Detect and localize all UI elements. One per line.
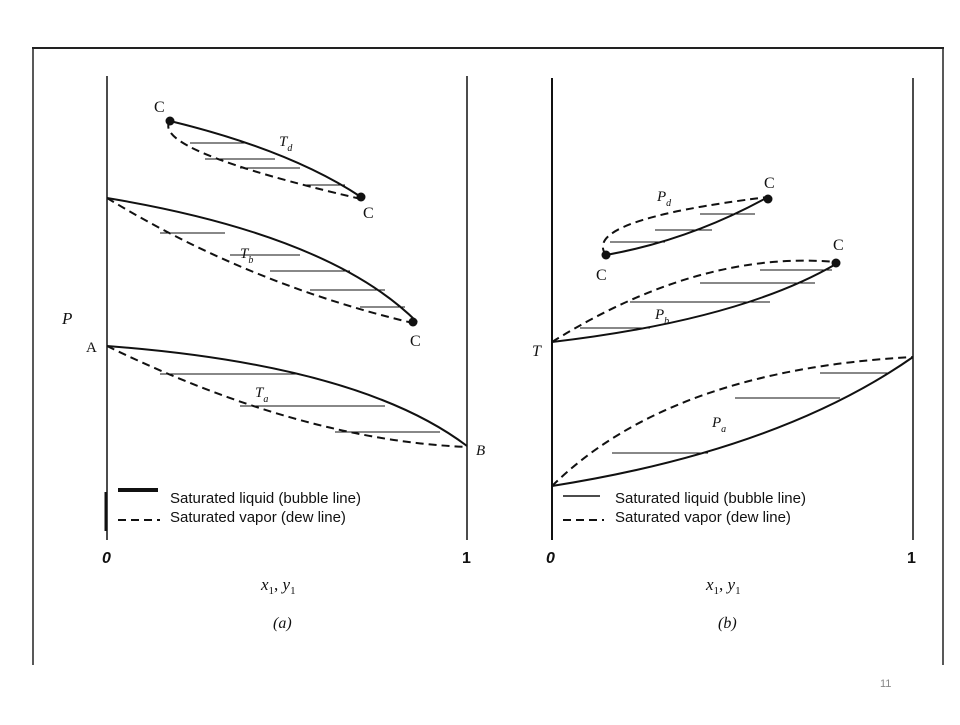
- panel-b: C C Pd C Pb Pa T Saturated liquid (bubbl…: [532, 78, 916, 632]
- panel-b-caption: (b): [718, 615, 737, 632]
- panel-b-pb-dew-line: [551, 259, 837, 343]
- panel-a-td-tie-lines: [190, 142, 345, 186]
- panel-b-critical-point: [601, 250, 611, 260]
- panel-a-ta-label: Ta: [255, 385, 268, 405]
- panel-a-critical-point: [165, 116, 175, 126]
- panel-a-critical-point: [408, 317, 418, 327]
- panel-b-pb-tie-lines: [580, 269, 832, 329]
- panel-b-pd-bubble-line: [605, 196, 769, 256]
- panel-a-ta-dew-line: [106, 345, 468, 448]
- panel-b-pd-label: Pd: [656, 189, 672, 209]
- panel-b-critical-label: C: [596, 267, 607, 284]
- panel-b-pd-tie-lines: [610, 213, 755, 243]
- panel-b-pa-tie-lines: [612, 372, 888, 454]
- panel-a-legend-liquid-label: Saturated liquid (bubble line): [170, 490, 361, 507]
- panel-a-x-tick-0: 0: [102, 550, 111, 567]
- panel-b-critical-label: C: [764, 175, 775, 192]
- panel-b-critical-label: C: [833, 237, 844, 254]
- panel-b-pa-label: Pa: [711, 415, 726, 435]
- panel-a-x-tick-1: 1: [462, 550, 471, 567]
- panel-a-tb-bubble-line: [106, 197, 418, 323]
- panel-a-td-label: Td: [279, 134, 293, 154]
- panel-a-tb-dew-line: [106, 197, 418, 325]
- panel-a-td-dew-line: [167, 120, 362, 200]
- page-number: 11: [880, 678, 892, 690]
- panel-a-critical-label: C: [363, 205, 374, 222]
- panel-b-y-axis-label: T: [532, 343, 542, 360]
- panel-b-pb-label: Pb: [654, 307, 669, 327]
- panel-a-critical-label: C: [154, 99, 165, 116]
- panel-a-critical-point: [356, 192, 366, 202]
- panel-b-pd-dew-line: [601, 196, 769, 256]
- panel-b-legend-vapor-label: Saturated vapor (dew line): [615, 509, 791, 526]
- panel-a-caption: (a): [273, 615, 292, 632]
- panel-b-pa-bubble-line: [551, 356, 914, 487]
- panel-a-point-b-label: B: [476, 443, 485, 459]
- panel-b-critical-point: [763, 194, 773, 204]
- panel-a-point-a-label: A: [86, 340, 97, 356]
- panel-b-x-axis-label: x1, y1: [705, 575, 741, 597]
- panel-b-pa-dew-line: [551, 356, 914, 487]
- panel-a-ta-bubble-line: [106, 345, 468, 447]
- panel-b-x-tick-1: 1: [907, 550, 916, 567]
- panel-a-td-bubble-line: [169, 120, 362, 198]
- panel-a-ta-tie-lines: [160, 373, 440, 433]
- panel-a: C C Td C Tb Ta P A B Saturate: [61, 76, 485, 632]
- panel-a-legend-vapor-label: Saturated vapor (dew line): [170, 509, 346, 526]
- panel-a-x-axis-label: x1, y1: [260, 575, 296, 597]
- panel-b-legend-liquid-label: Saturated liquid (bubble line): [615, 490, 806, 507]
- panel-b-critical-point: [831, 258, 841, 268]
- panel-a-y-axis-label: P: [61, 309, 72, 328]
- panel-b-pb-bubble-line: [551, 263, 837, 343]
- panel-a-critical-label: C: [410, 333, 421, 350]
- panel-a-tb-tie-lines: [160, 232, 405, 308]
- panel-a-tb-label: Tb: [240, 246, 253, 266]
- panel-b-x-tick-0: 0: [546, 550, 555, 567]
